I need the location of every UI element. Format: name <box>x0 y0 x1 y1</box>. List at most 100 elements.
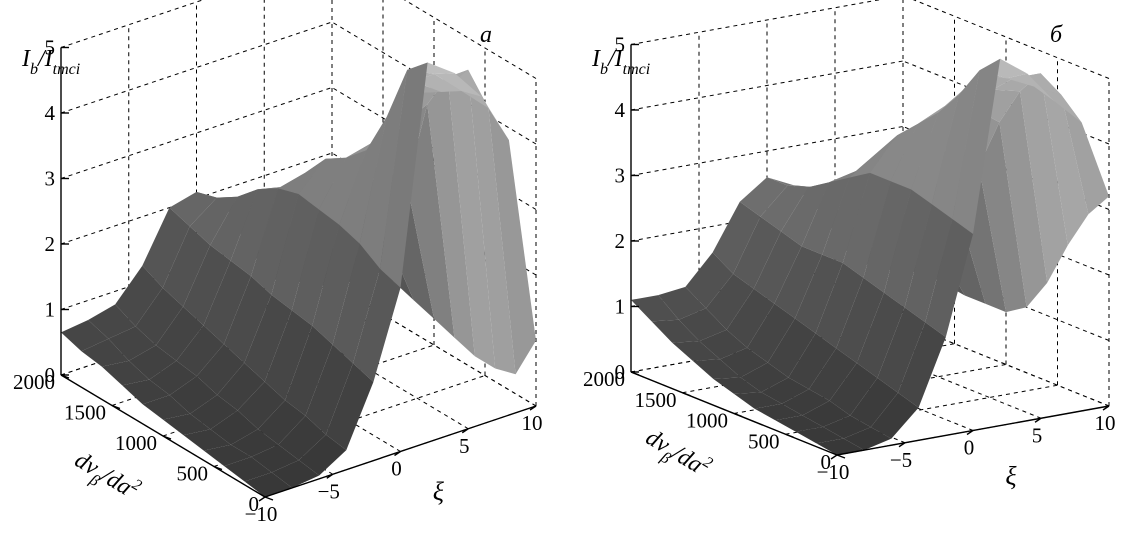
surface-facet <box>223 276 272 363</box>
surface-facet <box>339 116 387 244</box>
surface-facet <box>884 189 932 308</box>
surface-facet <box>230 429 279 457</box>
x-tick-label: 1000 <box>115 431 157 455</box>
surface-facet <box>795 426 844 444</box>
surface-facet <box>230 188 279 277</box>
surface-facet <box>672 341 720 361</box>
y-tick-label: 5 <box>459 434 470 458</box>
surface <box>61 62 536 497</box>
surface-facet <box>801 177 850 255</box>
x-tick-mark <box>733 412 743 418</box>
x-tick-mark <box>162 435 172 440</box>
x-tick-label: 1500 <box>64 401 106 425</box>
surface-facet <box>1034 86 1082 123</box>
x-tick-label: 0 <box>821 450 832 474</box>
y-tick-mark <box>830 454 838 460</box>
surface-facet <box>863 181 912 293</box>
surface-facet <box>298 157 346 210</box>
surface-facet <box>802 400 851 427</box>
surface-facet <box>733 216 781 289</box>
surface-facet <box>142 395 191 420</box>
surface-facet <box>61 320 109 352</box>
x-tick-mark <box>264 496 274 501</box>
y-tick-label: −5 <box>890 448 912 472</box>
x-tick-mark <box>213 465 223 471</box>
y-tick-mark <box>1034 417 1042 423</box>
surface-facet <box>210 189 258 261</box>
surface-facet <box>904 204 953 323</box>
surface-facet <box>767 318 816 378</box>
surface-facet <box>706 273 754 330</box>
y-tick-label: −10 <box>245 502 278 526</box>
surface-facet <box>237 381 286 430</box>
y-tick-label: 10 <box>522 411 543 435</box>
surface-facet <box>224 456 272 482</box>
surface-facet <box>1061 94 1109 215</box>
y-tick-mark <box>461 428 469 434</box>
surface-facet <box>244 294 292 382</box>
x-tick-mark <box>785 433 794 438</box>
surface-facet <box>169 376 218 414</box>
surface-facet <box>890 112 939 190</box>
surface-facet <box>747 303 795 363</box>
surface-facet <box>816 438 865 455</box>
surface-facet <box>781 182 829 247</box>
surface-facet <box>795 254 843 334</box>
y-tick-label: 0 <box>391 457 402 481</box>
surface-facet <box>122 379 170 405</box>
x-tick-mark <box>111 404 121 410</box>
surface-panel-a: 0500100015002000−10−50510012345Ib/Itmcid… <box>13 0 543 526</box>
surface-facet <box>870 123 918 182</box>
surface-facet <box>447 69 496 369</box>
y-tick-mark <box>966 429 974 436</box>
surface-facet <box>712 201 761 274</box>
surface-facet <box>196 344 245 395</box>
y-tick-mark <box>898 442 906 448</box>
axes: 0 500 1000 1500 2000 −10 −5 0 5 10 0 1 2 3 4 5 <box>583 33 1116 485</box>
z-tick-label: 3 <box>615 164 626 188</box>
x-tick-label: 0 <box>249 492 260 516</box>
y-tick-label: 5 <box>1032 423 1043 447</box>
z-tick-label: 2 <box>615 229 626 253</box>
y-tick-mark <box>394 450 401 457</box>
surface-facet <box>278 415 326 461</box>
surface-facet <box>101 360 150 386</box>
surface-facet <box>761 377 809 404</box>
surface-facet <box>774 246 823 319</box>
surface-facet <box>264 310 313 401</box>
surface-facet <box>176 325 224 377</box>
surface-facet <box>434 73 482 97</box>
y-axis-label: ξ <box>1005 461 1017 490</box>
surface-facet <box>699 329 748 360</box>
z-tick-label: 5 <box>45 36 56 60</box>
surface-facet <box>767 177 815 188</box>
surface-facet <box>775 415 823 432</box>
z-tick-label: 0 <box>615 360 626 384</box>
surface-facet <box>931 70 980 220</box>
surface-facet <box>849 135 898 178</box>
surface-facet <box>754 403 803 421</box>
surface-facet <box>190 394 238 430</box>
surface-facet <box>1040 73 1089 246</box>
surface-facet <box>183 245 231 326</box>
surface-facet <box>856 292 905 378</box>
z-axis-label: Ib/Itmci <box>21 46 80 78</box>
surface-facet <box>291 209 340 326</box>
surface-facet <box>978 122 1027 313</box>
y-tick-mark <box>258 496 266 502</box>
y-tick-mark <box>1102 405 1110 411</box>
surface-facet <box>203 444 252 467</box>
y-tick-label: −5 <box>318 479 340 503</box>
surface-facet <box>210 410 258 445</box>
surface-facet <box>713 377 762 394</box>
surface-facet <box>678 308 727 342</box>
surface-facet <box>183 429 231 451</box>
y-axis-label: ξ <box>433 477 445 506</box>
y-tick-label: 0 <box>964 436 975 460</box>
surface-facet <box>142 207 190 288</box>
surface-facet <box>318 150 367 225</box>
surface-facet <box>911 94 959 205</box>
surface-facet <box>631 295 679 322</box>
x-tick-label: 1500 <box>635 388 677 412</box>
surface-facet <box>271 194 319 311</box>
